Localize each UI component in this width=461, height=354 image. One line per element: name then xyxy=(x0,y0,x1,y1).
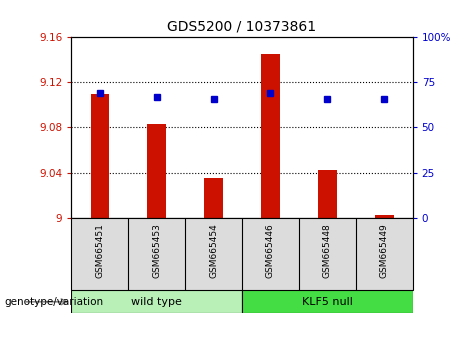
Text: wild type: wild type xyxy=(131,297,182,307)
Bar xyxy=(261,54,280,218)
Bar xyxy=(375,216,394,218)
Text: KLF5 null: KLF5 null xyxy=(302,297,353,307)
Bar xyxy=(204,178,223,218)
Bar xyxy=(90,93,109,218)
Title: GDS5200 / 10373861: GDS5200 / 10373861 xyxy=(167,19,317,33)
Text: GSM665451: GSM665451 xyxy=(95,223,104,278)
Text: genotype/variation: genotype/variation xyxy=(5,297,104,307)
Bar xyxy=(318,170,337,218)
Text: GSM665454: GSM665454 xyxy=(209,223,218,278)
Bar xyxy=(242,290,413,313)
Text: GSM665449: GSM665449 xyxy=(380,223,389,278)
Text: GSM665446: GSM665446 xyxy=(266,223,275,278)
Bar xyxy=(148,124,166,218)
Bar xyxy=(71,290,242,313)
Text: GSM665448: GSM665448 xyxy=(323,223,332,278)
Legend: transformed count, percentile rank within the sample: transformed count, percentile rank withi… xyxy=(100,351,296,354)
Text: GSM665453: GSM665453 xyxy=(152,223,161,278)
